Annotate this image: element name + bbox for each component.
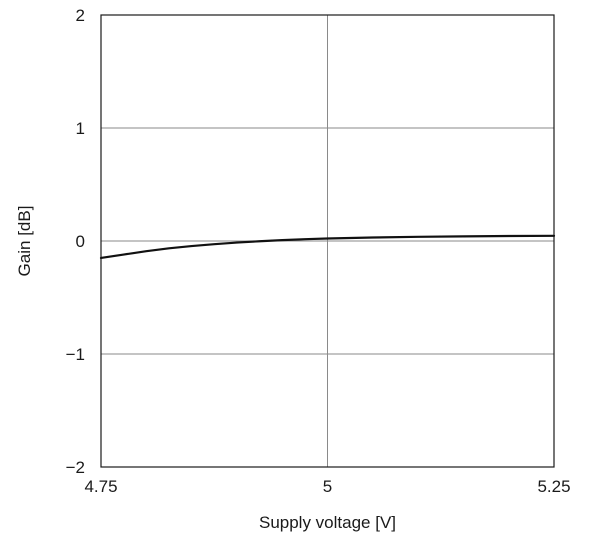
series-layer (99, 234, 556, 260)
x-axis-label: Supply voltage [V] (259, 513, 396, 532)
grid-lines (101, 15, 554, 467)
y-tick-label: −1 (66, 345, 85, 364)
y-axis-label: Gain [dB] (15, 206, 34, 277)
y-tick-label: 2 (76, 6, 85, 25)
series-line-0 (99, 234, 556, 260)
y-tick-label: −2 (66, 458, 85, 477)
x-tick-label: 4.75 (84, 477, 117, 496)
y-tick-label: 1 (76, 119, 85, 138)
x-tick-label: 5 (323, 477, 332, 496)
x-tick-labels: 4.75 5 5.25 (84, 477, 570, 496)
y-tick-label: 0 (76, 232, 85, 251)
plot-frame (100, 14, 555, 468)
y-tick-labels: −2 −1 0 1 2 (66, 6, 85, 477)
x-tick-label: 5.25 (537, 477, 570, 496)
